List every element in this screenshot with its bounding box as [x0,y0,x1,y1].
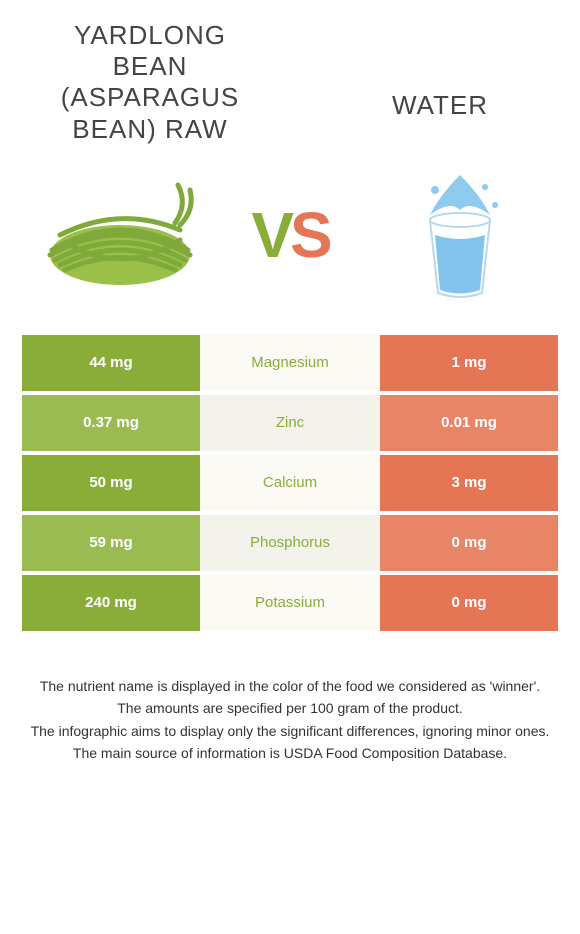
nutrient-label-cell: Magnesium [200,335,380,391]
left-value-cell: 0.37 mg [22,395,200,451]
water-glass-icon [400,165,520,305]
right-value-cell: 0 mg [380,575,558,631]
table-row: 44 mgMagnesium1 mg [22,335,558,391]
vs-v-letter: V [251,199,290,271]
left-value-cell: 240 mg [22,575,200,631]
nutrient-label-cell: Potassium [200,575,380,631]
right-value-cell: 0.01 mg [380,395,558,451]
left-value-cell: 44 mg [22,335,200,391]
left-food-image [30,165,210,305]
footnote-line: The nutrient name is displayed in the co… [22,675,558,697]
footnote-line: The amounts are specified per 100 gram o… [22,697,558,719]
vs-label: VS [251,198,328,272]
header: YARDLONG BEAN (ASPARAGUS BEAN) RAW WATER [0,0,580,155]
footnotes: The nutrient name is displayed in the co… [0,635,580,765]
left-food-title: YARDLONG BEAN (ASPARAGUS BEAN) RAW [40,20,260,145]
left-value-cell: 50 mg [22,455,200,511]
right-value-cell: 0 mg [380,515,558,571]
footnote-line: The main source of information is USDA F… [22,742,558,764]
right-food-title: WATER [340,90,540,121]
beans-icon [30,165,210,305]
nutrient-table: 44 mgMagnesium1 mg0.37 mgZinc0.01 mg50 m… [0,335,580,631]
illustration-row: VS [0,155,580,335]
table-row: 59 mgPhosphorus0 mg [22,515,558,571]
right-value-cell: 3 mg [380,455,558,511]
nutrient-label-cell: Zinc [200,395,380,451]
nutrient-label-cell: Phosphorus [200,515,380,571]
left-value-cell: 59 mg [22,515,200,571]
vs-s-letter: S [290,199,329,271]
table-row: 50 mgCalcium3 mg [22,455,558,511]
right-food-image [370,165,550,305]
table-row: 0.37 mgZinc0.01 mg [22,395,558,451]
nutrient-label-cell: Calcium [200,455,380,511]
right-value-cell: 1 mg [380,335,558,391]
table-row: 240 mgPotassium0 mg [22,575,558,631]
footnote-line: The infographic aims to display only the… [22,720,558,742]
